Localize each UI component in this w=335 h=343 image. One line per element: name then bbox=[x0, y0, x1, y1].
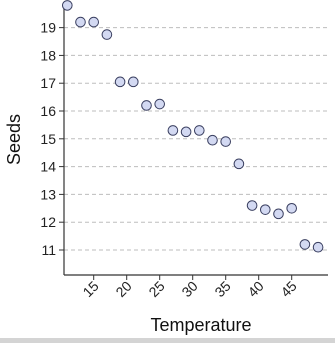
data-point bbox=[62, 0, 73, 11]
data-point bbox=[220, 136, 231, 147]
data-point bbox=[167, 125, 179, 136]
data-point bbox=[273, 208, 284, 220]
data-point bbox=[141, 100, 152, 111]
data-point bbox=[101, 29, 113, 40]
data-point bbox=[88, 16, 99, 28]
x-tick-label: 25 bbox=[145, 278, 167, 300]
data-point bbox=[194, 125, 205, 136]
y-axis-ticks: 11 12 13 14 15 16 17 18 19 bbox=[40, 20, 64, 258]
data-points bbox=[62, 0, 324, 253]
x-axis-title: Temperature bbox=[150, 315, 251, 335]
data-point bbox=[233, 158, 245, 170]
y-tick-label: 18 bbox=[40, 47, 56, 63]
y-axis-title: Seeds bbox=[4, 114, 24, 165]
data-point bbox=[128, 76, 139, 88]
x-tick-label: 20 bbox=[112, 278, 134, 300]
data-point bbox=[75, 16, 86, 28]
data-point bbox=[312, 241, 324, 253]
y-tick-label: 17 bbox=[40, 75, 56, 91]
y-tick-label: 13 bbox=[40, 186, 56, 202]
x-axis-ticks: 15 20 25 30 35 40 45 bbox=[79, 275, 300, 300]
x-tick-label: 45 bbox=[277, 278, 299, 300]
x-tick-label: 15 bbox=[79, 278, 101, 300]
y-tick-label: 14 bbox=[40, 159, 56, 175]
data-point bbox=[154, 98, 165, 110]
bottom-scroll-band bbox=[0, 338, 335, 343]
y-tick-label: 12 bbox=[40, 214, 56, 230]
data-point bbox=[114, 76, 126, 88]
data-point bbox=[180, 126, 192, 138]
x-tick-label: 40 bbox=[244, 278, 266, 300]
data-point bbox=[260, 204, 271, 215]
gridlines bbox=[64, 27, 328, 251]
y-tick-label: 19 bbox=[40, 20, 56, 36]
data-point bbox=[246, 200, 258, 211]
x-tick-label: 35 bbox=[211, 278, 233, 300]
x-tick-label: 30 bbox=[178, 278, 200, 300]
data-point bbox=[286, 202, 298, 214]
y-tick-label: 16 bbox=[40, 103, 56, 119]
data-point bbox=[207, 134, 218, 146]
y-tick-label: 11 bbox=[41, 242, 56, 258]
y-tick-label: 15 bbox=[40, 131, 56, 147]
data-point bbox=[299, 239, 311, 250]
